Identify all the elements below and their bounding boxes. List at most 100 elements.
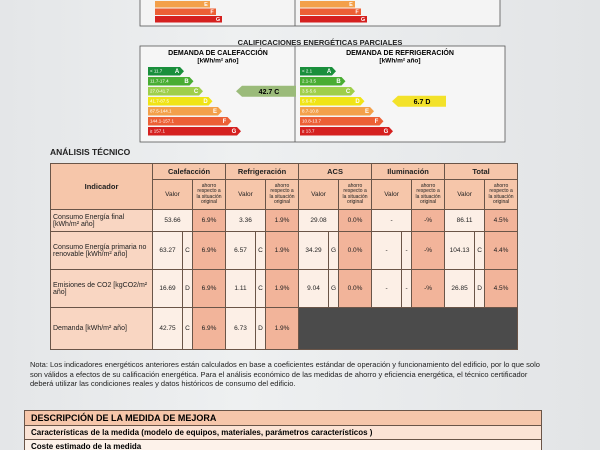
- analysis-table: Indicador Calefacción Refrigeración ACS Ilum…: [50, 163, 519, 350]
- header-saving: ahorro respecto a la situación original: [192, 179, 226, 210]
- header-saving: ahorro respecto a la situación original: [265, 179, 299, 210]
- panel-title: DEMANDA DE CALEFACCIÓN: [168, 48, 268, 57]
- cell-saving: 1.9%: [265, 231, 299, 270]
- rating-letter: G: [232, 129, 237, 135]
- rating-bar: [300, 107, 374, 116]
- header-group: Calefacción: [152, 163, 226, 180]
- header-value: Valor: [152, 179, 193, 210]
- note: Nota: Los indicadores energéticos anteri…: [30, 360, 540, 388]
- rating-range: ≥ 157.1: [150, 129, 165, 134]
- header-saving: ahorro respecto a la situación original: [411, 179, 446, 210]
- cell-rating: G: [327, 269, 340, 308]
- rating-bar: [300, 97, 365, 106]
- row-label: Emisiones de CO2 [kgCO2/m² año]: [50, 269, 153, 308]
- cell-value: 26.85: [444, 269, 476, 308]
- rating-bar: [300, 117, 384, 126]
- rating-bar: [300, 77, 346, 86]
- header-value: Valor: [444, 179, 486, 210]
- header-value: Valor: [297, 179, 340, 210]
- rating-range: 11.7-17.4: [150, 79, 169, 84]
- rating-range: 87.5-144.1: [150, 109, 172, 114]
- rating-range: < 2.1: [302, 69, 313, 74]
- result-letter: C: [274, 89, 279, 96]
- cell-saving: 6.9%: [192, 307, 226, 350]
- rating-bar: [148, 87, 203, 96]
- cell-saving: 4.4%: [484, 231, 519, 270]
- cell-value: 86.11: [444, 209, 486, 232]
- section-heading: CALIFICACIONES ENERGÉTICAS PARCIALES: [237, 38, 403, 47]
- cell-saving: 6.9%: [192, 231, 226, 270]
- rating-letter: C: [346, 89, 351, 95]
- rating-range: ≥ 13.7: [302, 129, 315, 134]
- header-group: Total: [444, 163, 519, 180]
- cell-rating: C: [182, 231, 193, 270]
- measure-cost: Coste estimado de la medida: [25, 440, 541, 450]
- rating-letter: G: [216, 17, 220, 23]
- cell-saving: -%: [411, 231, 446, 270]
- header-saving: ahorro respecto a la situación original: [338, 179, 373, 210]
- cell-value: 34.29: [298, 231, 329, 270]
- cell-value: -: [371, 231, 403, 270]
- rating-bar: [155, 8, 216, 15]
- cell-saving: 1.9%: [265, 307, 299, 350]
- rating-bar: [300, 67, 336, 76]
- cell-value: 53.66: [152, 209, 193, 232]
- cell-saving: 0.0%: [338, 231, 373, 270]
- rating-letter: F: [223, 119, 227, 125]
- rating-bar: [300, 127, 393, 136]
- rating-range: 5.6-8.7: [302, 99, 317, 104]
- rating-letter: A: [327, 69, 332, 75]
- result-value: 42.7: [259, 89, 273, 96]
- cell-rating: C: [255, 231, 266, 270]
- cell-saving: 0.0%: [338, 269, 373, 308]
- cell-value: -: [371, 269, 403, 308]
- result-label: 6.7 D: [414, 99, 431, 106]
- panels-box: [139, 45, 506, 143]
- cell-value: 29.08: [297, 209, 340, 232]
- cell-saving: 1.9%: [265, 209, 299, 232]
- header-value: Valor: [371, 179, 413, 210]
- rating-range: 10.8-13.7: [302, 119, 322, 124]
- rating-bar: [148, 127, 241, 136]
- header-indicator: Indicador: [50, 163, 153, 210]
- cell-saving: 4.5%: [484, 269, 519, 308]
- result-value: 6.7: [414, 99, 424, 106]
- cell-saving: 6.9%: [192, 209, 226, 232]
- rating-range: 2.1-3.5: [302, 79, 317, 84]
- cell-saving: -%: [411, 209, 446, 232]
- rating-range: 41.7-87.5: [150, 99, 170, 104]
- analysis-title: ANÁLISIS TÉCNICO: [50, 147, 131, 157]
- cell-value: 6.57: [225, 231, 256, 270]
- rating-bar: [300, 87, 355, 96]
- table-row: Consumo Energía final [kWh/m² año] 53.66 6…: [50, 209, 519, 232]
- rating-letter: E: [213, 109, 217, 115]
- table-row: Indicador Calefacción Refrigeración ACS Ilum…: [50, 163, 519, 210]
- cell-saving: 0.0%: [338, 209, 373, 232]
- table-row: Emisiones de CO2 [kgCO2/m² año] 16.69 D 6.9…: [50, 269, 519, 308]
- cell-value: 1.11: [225, 269, 256, 308]
- panel-title: DEMANDA DE REFRIGERACIÓN: [346, 48, 454, 57]
- rating-range: 27.0-41.7: [150, 89, 170, 94]
- rating-letter: F: [210, 9, 214, 15]
- cell-value: 9.04: [298, 269, 329, 308]
- result-label: 42.7 C: [259, 89, 280, 96]
- cell-saving: 4.5%: [484, 209, 519, 232]
- empty-block: [297, 307, 519, 350]
- cell-value: 16.69: [152, 269, 183, 308]
- rating-bar: [148, 67, 184, 76]
- cell-saving: 1.9%: [265, 269, 299, 308]
- cell-rating: -: [401, 269, 413, 308]
- rating-range: 8.7-10.8: [302, 109, 319, 114]
- rating-letter: E: [365, 109, 369, 115]
- rating-bar: [148, 77, 194, 86]
- table-row: Valor ahorro respecto a la situación orig…: [51, 179, 519, 210]
- measure-characteristics: Características de la medida (modelo de …: [25, 426, 541, 440]
- header-group: ACS: [297, 163, 373, 180]
- rating-range: < 11.7: [150, 69, 163, 74]
- rating-letter: E: [349, 2, 353, 8]
- cell-value: -: [371, 209, 413, 232]
- table-row: Demanda [kWh/m² año] 42.75 C 6.9% 6.73 D 1.9%: [50, 307, 519, 350]
- rating-range: 144.1-157.1: [150, 119, 175, 124]
- cell-value: 104.13: [444, 231, 476, 270]
